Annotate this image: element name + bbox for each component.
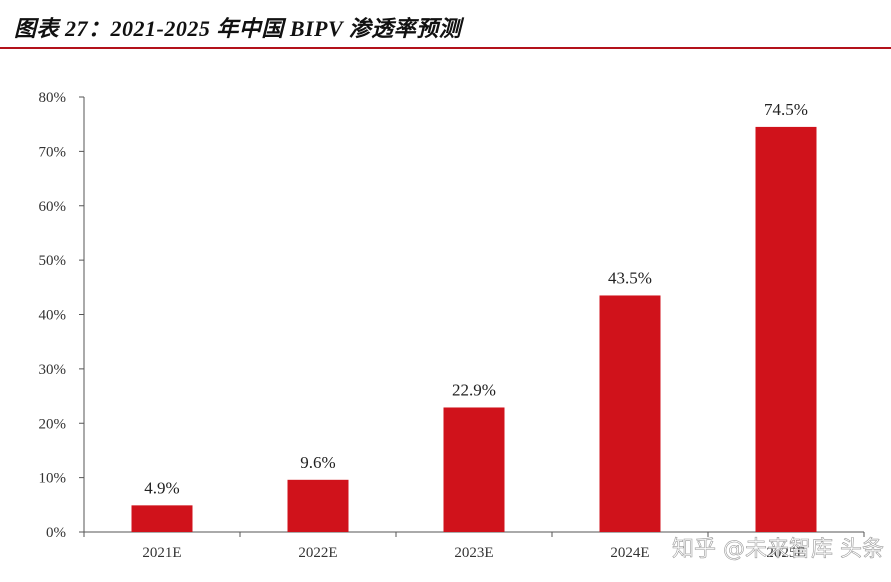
bar <box>443 407 505 532</box>
data-label: 74.5% <box>764 100 808 119</box>
x-tick-label: 2024E <box>610 545 649 561</box>
x-tick-label: 2025E <box>766 545 805 561</box>
x-tick-label: 2021E <box>142 545 181 561</box>
y-tick-label: 10% <box>39 471 67 487</box>
y-tick-label: 0% <box>46 525 66 541</box>
data-label: 22.9% <box>452 380 496 399</box>
chart-title: 图表 27：2021-2025 年中国 BIPV 渗透率预测 <box>14 16 462 41</box>
title-bar: 图表 27：2021-2025 年中国 BIPV 渗透率预测 <box>0 0 891 50</box>
y-tick-label: 20% <box>39 416 67 432</box>
y-tick-label: 80% <box>39 90 67 106</box>
title-divider <box>0 47 891 49</box>
chart-data-labels: 4.9% 9.6% 22.9% 43.5% 74.5% <box>144 100 808 497</box>
y-tick-label: 40% <box>39 308 67 324</box>
bar <box>599 295 661 532</box>
watermark: 知乎 @未来智库 头条 @未来智库 <box>672 537 891 563</box>
x-tick-label: 2023E <box>454 545 493 561</box>
chart-bars <box>131 126 817 532</box>
y-tick-label: 70% <box>39 144 67 160</box>
y-tick-label: 50% <box>39 253 67 269</box>
y-tick-label: 60% <box>39 199 67 215</box>
data-label: 4.9% <box>144 478 179 497</box>
bar <box>755 126 817 532</box>
data-label: 43.5% <box>608 268 652 287</box>
data-label: 9.6% <box>300 453 335 472</box>
x-tick-label: 2022E <box>298 545 337 561</box>
y-tick-label: 30% <box>39 362 67 378</box>
watermark-text: 知乎 @未来智库 头条 @未来智库 <box>672 537 891 562</box>
chart-tick-labels: 0% 10% 20% 30% 40% 50% 60% 70% 80% 2021E 2022E 2023… <box>39 90 806 561</box>
bar <box>131 505 193 532</box>
bar <box>287 479 349 532</box>
